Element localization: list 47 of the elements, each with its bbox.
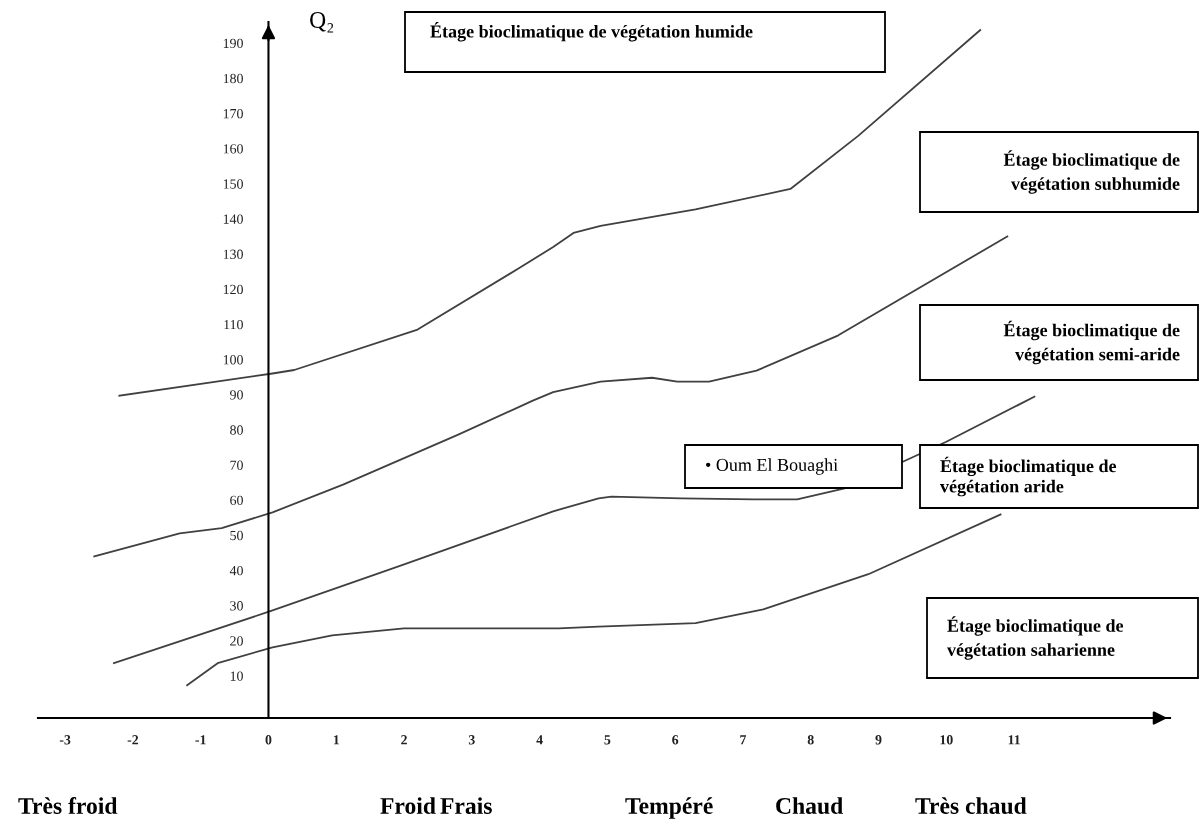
y-tick-label: 190 [223, 38, 243, 49]
y-tick-label: 40 [229, 565, 243, 576]
y-tick-label: 150 [223, 179, 243, 189]
y-tick-label: 60 [230, 495, 243, 506]
y-tick-label: 160 [223, 144, 243, 154]
annotation: • Oum El Bouaghi [706, 458, 838, 475]
y-tick-label: 140 [223, 214, 243, 224]
y-tick-label: 120 [223, 284, 243, 295]
x-tick-label: 2 [401, 735, 407, 745]
x-tick-label: 11 [1008, 735, 1020, 745]
x-tick-label: 10 [940, 735, 953, 745]
y-tick-label: 170 [223, 108, 243, 119]
annotation: Étage bioclimatique de végétation humide [430, 22, 753, 42]
text: Chaud [776, 797, 843, 814]
x-tick-label: 6 [672, 735, 679, 745]
annotation: Étage bioclimatique de végétation saharienne [947, 616, 1124, 660]
y-axis-title: Q₂ [310, 12, 334, 33]
y-tick-label: 50 [230, 530, 243, 541]
text: Frais [440, 797, 492, 814]
annotation: Étage bioclimatique de végétation semi-aride [1003, 320, 1180, 365]
x-tick-label: 3 [468, 735, 475, 745]
x-tick-label: 7 [740, 735, 747, 745]
y-tick-label: 20 [230, 636, 243, 646]
y-tick-label: 30 [230, 601, 243, 611]
y-tick-label: 10 [230, 671, 243, 681]
y-tick-label: 100 [223, 355, 243, 365]
text: Très chaud [915, 797, 1027, 814]
y-tick-label: 110 [224, 319, 243, 330]
text: Tempéré [625, 797, 713, 819]
x-tick-label: 0 [265, 735, 272, 745]
y-tick-label: 130 [223, 249, 243, 259]
x-tick-label: 9 [875, 735, 882, 745]
text: Froid [380, 797, 436, 814]
y-tick-label: 70 [230, 460, 243, 470]
x-tick-label: 1 [333, 735, 340, 745]
y-tick-label: 90 [230, 390, 243, 400]
x-tick-label: -3 [59, 735, 71, 745]
y-tick-label: 80 [230, 425, 243, 435]
y-tick-label: 180 [223, 73, 243, 84]
x-tick-label: 4 [536, 735, 543, 745]
x-tick-label: -1 [195, 735, 206, 745]
annotation: Étage bioclimatique de végétation subhumide [1003, 150, 1180, 194]
annotation: Étage bioclimatique de végétation aride [940, 456, 1117, 497]
x-tick-label: 8 [807, 735, 814, 745]
x-tick-label: 5 [604, 735, 611, 745]
text: Très froid [18, 797, 118, 814]
x-tick-label: -2 [127, 735, 139, 745]
